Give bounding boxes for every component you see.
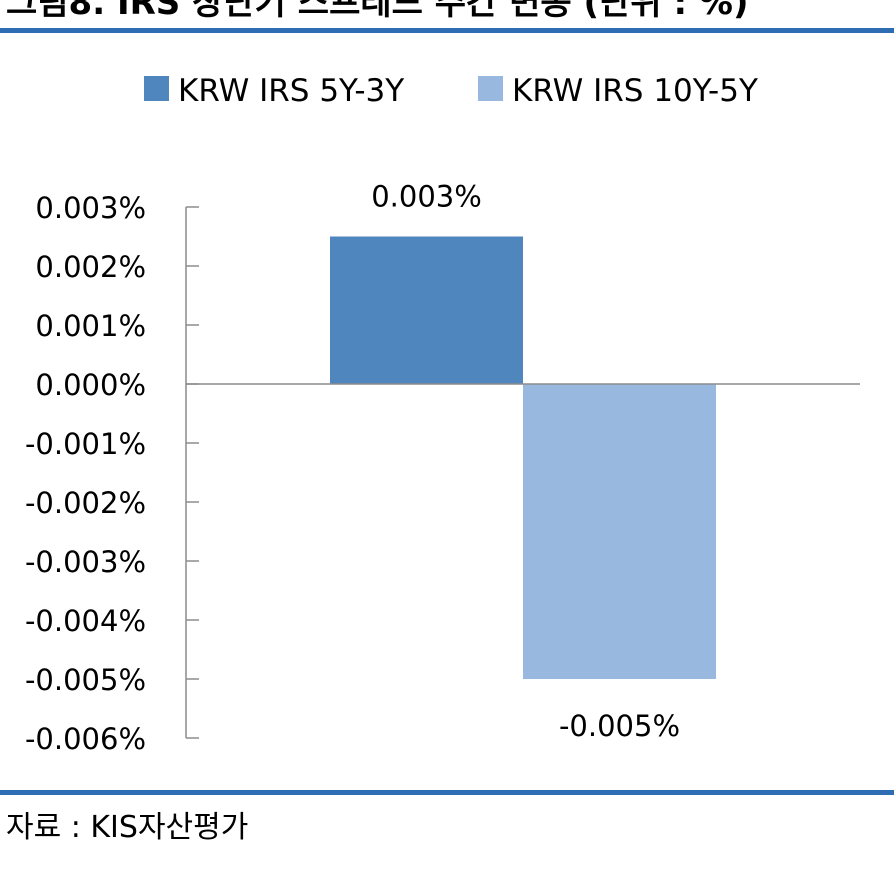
source-note: 자료 : KIS자산평가 bbox=[6, 810, 249, 845]
bar-2 bbox=[523, 384, 716, 679]
chart-title: 그림8. IRS 장단기 스프레드 주간 변동 (단위 : %) bbox=[6, 0, 749, 23]
y-tick-label: -0.006% bbox=[25, 722, 146, 756]
y-tick-label: -0.003% bbox=[25, 545, 146, 579]
bar-chart: KRW IRS 5Y-3Y KRW IRS 10Y-5Y 0.003% 0.002% 0… bbox=[25, 73, 860, 756]
y-tick-label: -0.001% bbox=[25, 427, 146, 461]
y-tick-label: 0.003% bbox=[35, 191, 146, 225]
legend-label-1: KRW IRS 5Y-3Y bbox=[178, 73, 404, 109]
y-tick-label: -0.002% bbox=[25, 486, 146, 520]
y-tick-label: 0.000% bbox=[35, 368, 146, 402]
y-tick-label: -0.005% bbox=[25, 663, 146, 697]
data-label-1: 0.003% bbox=[371, 180, 482, 214]
bar-1 bbox=[330, 236, 523, 384]
bottom-divider bbox=[0, 790, 894, 795]
legend-swatch-1 bbox=[144, 76, 169, 101]
y-tick-label: -0.004% bbox=[25, 604, 146, 638]
top-divider bbox=[0, 28, 894, 33]
legend-label-2: KRW IRS 10Y-5Y bbox=[512, 73, 758, 109]
data-label-2: -0.005% bbox=[559, 709, 680, 743]
y-tick-label: 0.001% bbox=[35, 309, 146, 343]
legend-swatch-2 bbox=[478, 76, 503, 101]
y-tick-label: 0.002% bbox=[35, 250, 146, 284]
